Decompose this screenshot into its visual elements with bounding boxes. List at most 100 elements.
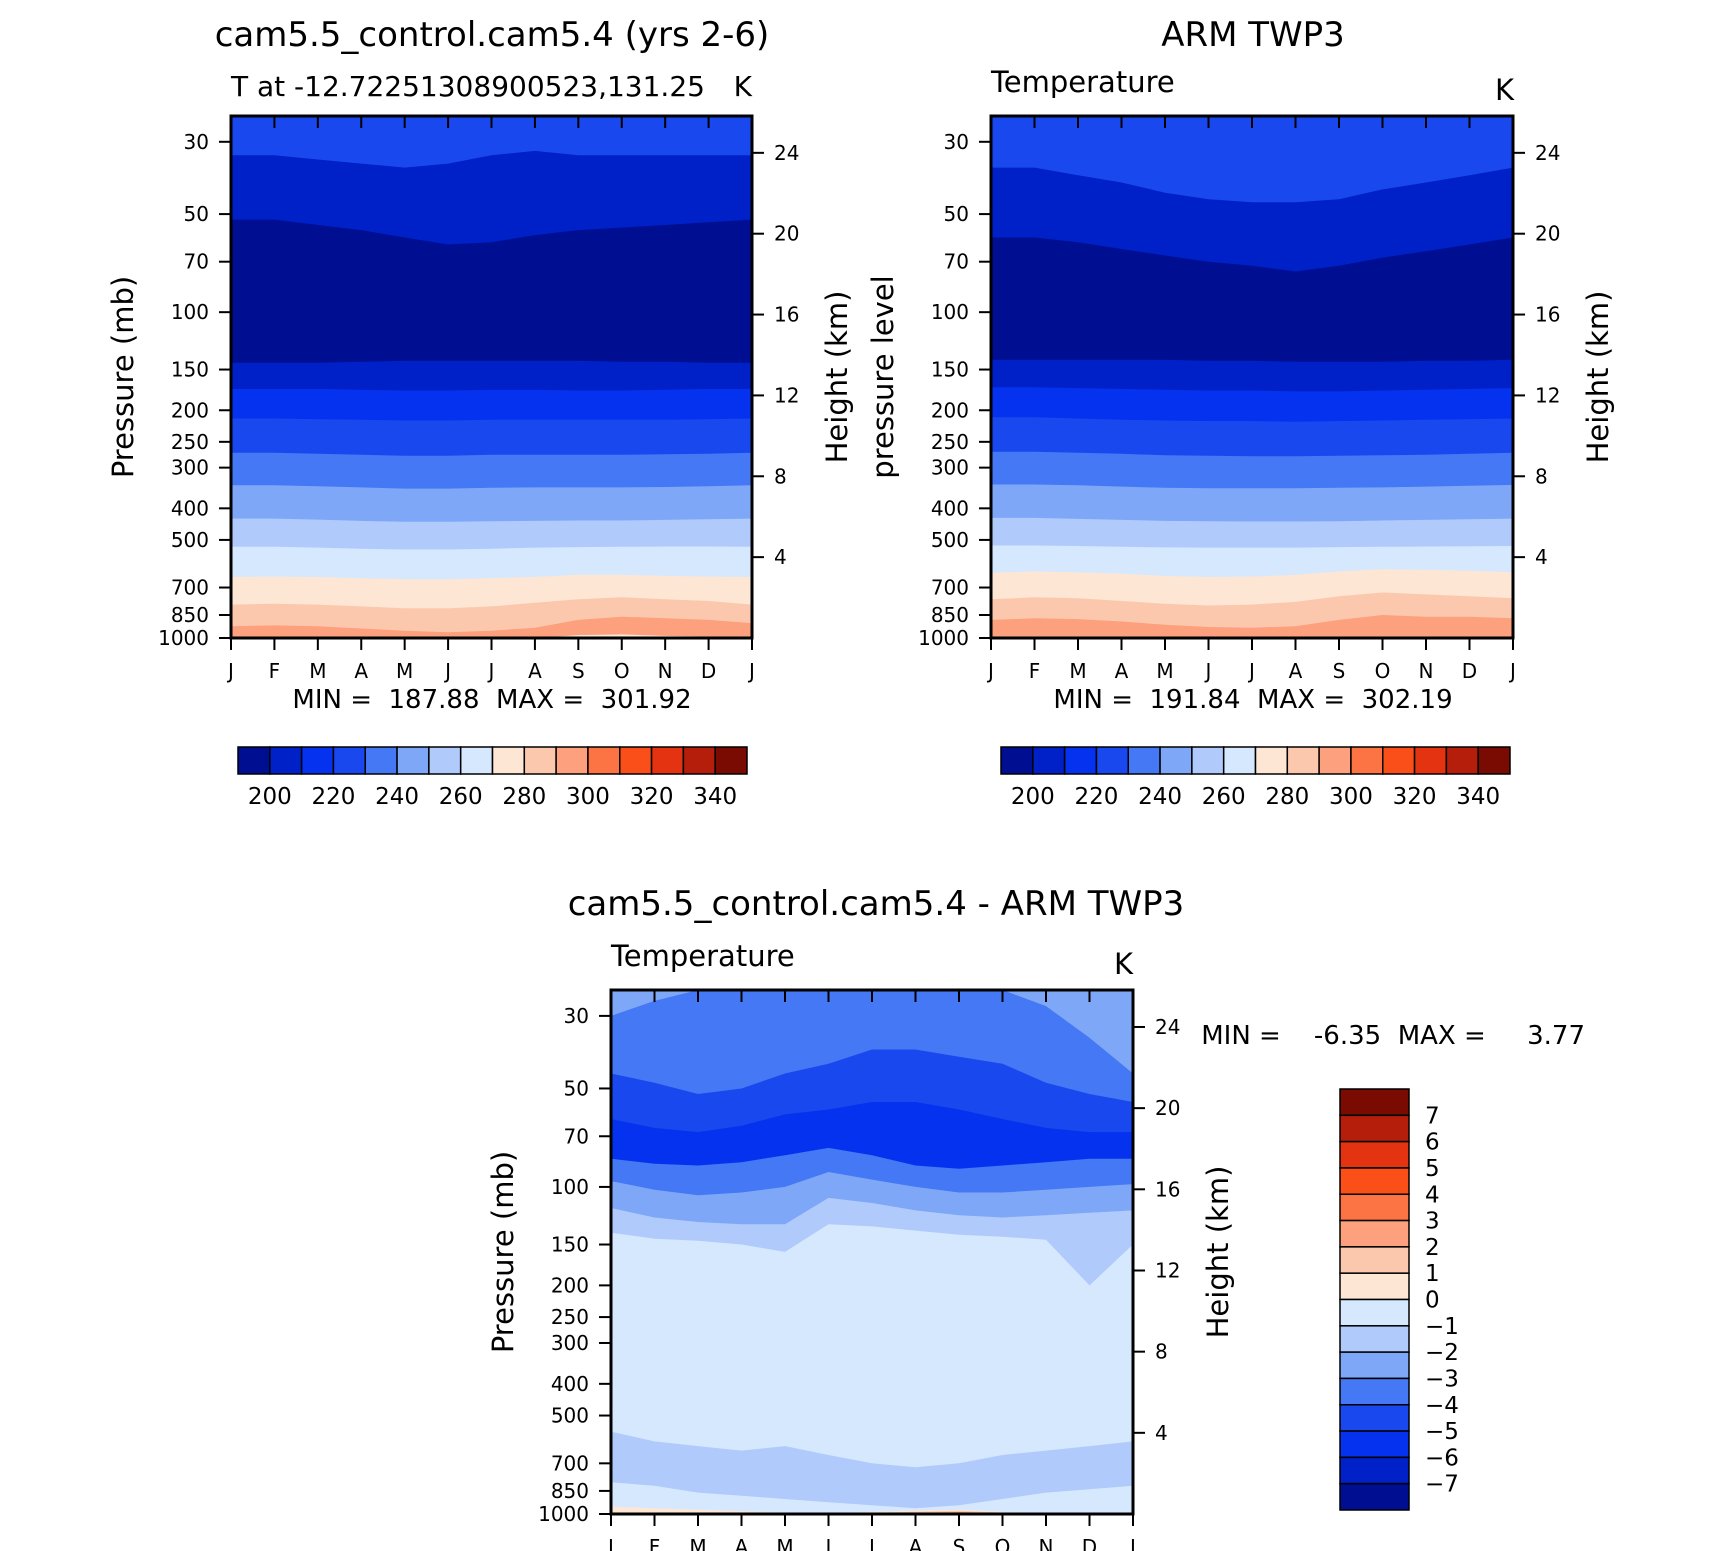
colorbar-label: 200: [1011, 784, 1055, 810]
colorbar-label: 1: [1425, 1261, 1440, 1287]
obs-height-axis: 4 8 12 16 20 24: [1513, 141, 1560, 569]
month-tick-label: D: [701, 659, 716, 683]
colorbar-label: −2: [1425, 1340, 1459, 1366]
pressure-tick-label: 850: [931, 603, 969, 627]
colorbar-swatch: [1254, 746, 1289, 775]
diff-units: K: [1114, 947, 1134, 981]
pressure-tick-label: 500: [551, 1404, 589, 1428]
month-tick-label: J: [487, 659, 495, 683]
colorbar-label: −1: [1425, 1314, 1459, 1340]
pressure-tick-label: 500: [931, 528, 969, 552]
pressure-tick-label: 70: [944, 250, 969, 274]
pressure-tick-label: 50: [944, 202, 969, 226]
colorbar-swatch: [1032, 746, 1066, 775]
colorbar-swatch: [523, 746, 557, 775]
colorbar-label: 260: [1202, 784, 1246, 810]
colorbar-swatch: [1339, 1219, 1410, 1248]
colorbar-swatch: [1339, 1167, 1410, 1195]
month-tick-label: J: [1204, 659, 1212, 683]
colorbar-swatch: [1350, 746, 1384, 775]
model-colorbar: 200 220 240 260 280 300 320 340: [237, 746, 748, 810]
colorbar-label: 0: [1425, 1288, 1440, 1314]
model-panel: cam5.5_control.cam5.4 (yrs 2-6) T at -12…: [106, 15, 854, 810]
colorbar-swatch: [1127, 746, 1161, 775]
pressure-tick-label: 1000: [158, 626, 209, 650]
model-height-axis-label: Height (km): [820, 291, 854, 464]
pressure-tick-label: 700: [931, 576, 969, 600]
obs-y-axis-label: pressure level: [866, 275, 900, 478]
diff-contour-fill: [611, 990, 1133, 1514]
month-tick-label: D: [1082, 1535, 1097, 1551]
pressure-tick-label: 70: [184, 250, 209, 274]
colorbar-swatch: [1339, 1456, 1410, 1485]
colorbar-swatch: [1339, 1088, 1410, 1117]
height-tick-label: 16: [1155, 1177, 1180, 1201]
month-tick-label: M: [689, 1535, 706, 1551]
colorbar-swatch: [1000, 746, 1034, 775]
colorbar-swatch: [1191, 746, 1225, 775]
colorbar-swatch: [396, 746, 430, 775]
contour-band: [611, 1506, 1133, 1514]
month-tick-label: M: [776, 1535, 793, 1551]
colorbar-swatch: [1382, 746, 1416, 775]
month-tick-label: M: [309, 659, 326, 683]
pressure-tick-label: 50: [564, 1076, 589, 1100]
colorbar-label: 3: [1425, 1209, 1440, 1235]
height-tick-label: 12: [1155, 1258, 1180, 1282]
colorbar-swatch: [1339, 1193, 1410, 1222]
colorbar-swatch: [428, 746, 462, 775]
month-tick-label: F: [269, 659, 281, 683]
model-contour-fill: [231, 116, 752, 638]
height-tick-label: 4: [1535, 545, 1548, 569]
month-tick-label: A: [1289, 659, 1303, 683]
colorbar-swatch: [1063, 746, 1098, 775]
month-tick-label: J: [606, 1535, 614, 1551]
pressure-tick-label: 700: [551, 1451, 589, 1475]
colorbar-swatch: [459, 746, 494, 775]
height-tick-label: 24: [1535, 141, 1560, 165]
month-tick-label: J: [1247, 659, 1255, 683]
pressure-tick-label: 30: [944, 130, 969, 154]
colorbar-swatch: [1477, 746, 1511, 775]
height-tick-label: 8: [1155, 1340, 1168, 1364]
pressure-tick-label: 400: [171, 496, 209, 520]
pressure-tick-label: 50: [184, 202, 209, 226]
month-tick-label: D: [1462, 659, 1477, 683]
colorbar-swatch: [587, 746, 621, 775]
month-tick-label: J: [986, 659, 994, 683]
colorbar-swatch: [1445, 746, 1479, 775]
height-tick-label: 16: [1535, 303, 1560, 327]
height-tick-label: 24: [1155, 1015, 1180, 1039]
obs-height-axis-label: Height (km): [1581, 291, 1615, 464]
diff-height-axis-label: Height (km): [1201, 1166, 1235, 1339]
colorbar-label: −6: [1425, 1445, 1459, 1471]
pressure-tick-label: 700: [171, 576, 209, 600]
pressure-tick-label: 850: [551, 1479, 589, 1503]
pressure-tick-label: 400: [551, 1372, 589, 1396]
colorbar-swatch: [1159, 746, 1193, 775]
height-tick-label: 16: [774, 303, 799, 327]
month-tick-label: M: [1156, 659, 1173, 683]
colorbar-swatch: [1318, 746, 1352, 775]
pressure-tick-label: 250: [551, 1305, 589, 1329]
colorbar-label: 200: [248, 784, 292, 810]
diff-minmax: MIN = -6.35 MAX = 3.77: [1201, 1021, 1585, 1051]
pressure-tick-label: 150: [551, 1233, 589, 1257]
colorbar-swatch: [237, 746, 271, 775]
month-tick-label: N: [658, 659, 673, 683]
colorbar-label: 4: [1425, 1182, 1440, 1208]
colorbar-swatch: [1286, 746, 1320, 775]
month-tick-label: N: [1039, 1535, 1054, 1551]
month-tick-label: O: [995, 1535, 1011, 1551]
obs-title: ARM TWP3: [1161, 15, 1345, 55]
month-tick-label: J: [747, 659, 755, 683]
month-tick-label: J: [824, 1535, 832, 1551]
colorbar-label: 340: [693, 784, 737, 810]
model-units: K: [734, 70, 753, 103]
height-tick-label: 20: [1535, 222, 1560, 246]
pressure-tick-label: 300: [551, 1331, 589, 1355]
month-tick-label: A: [354, 659, 368, 683]
